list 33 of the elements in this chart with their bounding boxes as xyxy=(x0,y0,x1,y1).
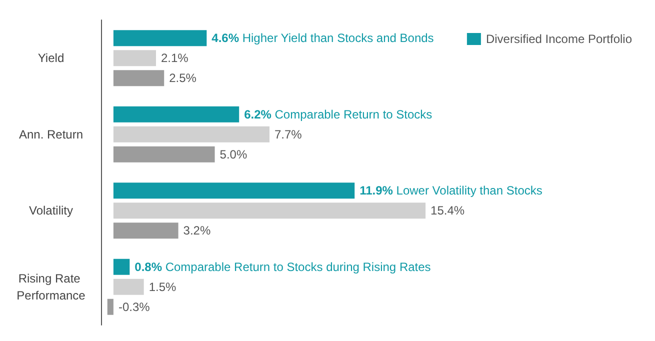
bar xyxy=(113,50,156,66)
bar xyxy=(113,126,270,142)
y-tick-label: Volatility xyxy=(28,204,74,218)
annotation: Comparable Return to Stocks xyxy=(274,107,432,122)
annotation: Higher Yield than Stocks and Bonds xyxy=(242,31,434,46)
bar xyxy=(113,70,164,86)
bar xyxy=(113,146,215,162)
annotation: Comparable Return to Stocks during Rising Rates xyxy=(165,260,431,274)
bar xyxy=(113,258,130,275)
data-label: 6.2% xyxy=(244,107,272,122)
data-label: 1.5% xyxy=(148,280,177,294)
bar xyxy=(113,182,355,199)
y-tick-label: Ann. Return xyxy=(18,127,84,142)
bar xyxy=(107,298,114,315)
data-label: 0.8% xyxy=(134,260,162,274)
data-label: 4.6% xyxy=(212,31,240,46)
bar xyxy=(113,202,426,219)
bar xyxy=(113,106,240,122)
data-label: 3.2% xyxy=(183,224,211,238)
y-tick-label: Rising Rate Performance xyxy=(16,271,86,302)
bar xyxy=(113,222,178,239)
data-label: 15.4% xyxy=(430,204,465,218)
y-tick-label: Yield xyxy=(38,51,64,66)
data-label: 11.9% xyxy=(360,184,394,198)
data-label: 2.1% xyxy=(161,51,189,66)
bar xyxy=(113,278,144,295)
bar xyxy=(113,30,207,46)
annotation: Lower Volatility than Stocks xyxy=(396,184,542,198)
legend-label: Diversified Income Portfolio xyxy=(486,32,632,46)
data-label: 2.5% xyxy=(169,71,197,86)
data-label: 7.7% xyxy=(274,127,302,142)
data-label: -0.3% xyxy=(118,300,150,314)
data-label: 5.0% xyxy=(220,147,248,162)
